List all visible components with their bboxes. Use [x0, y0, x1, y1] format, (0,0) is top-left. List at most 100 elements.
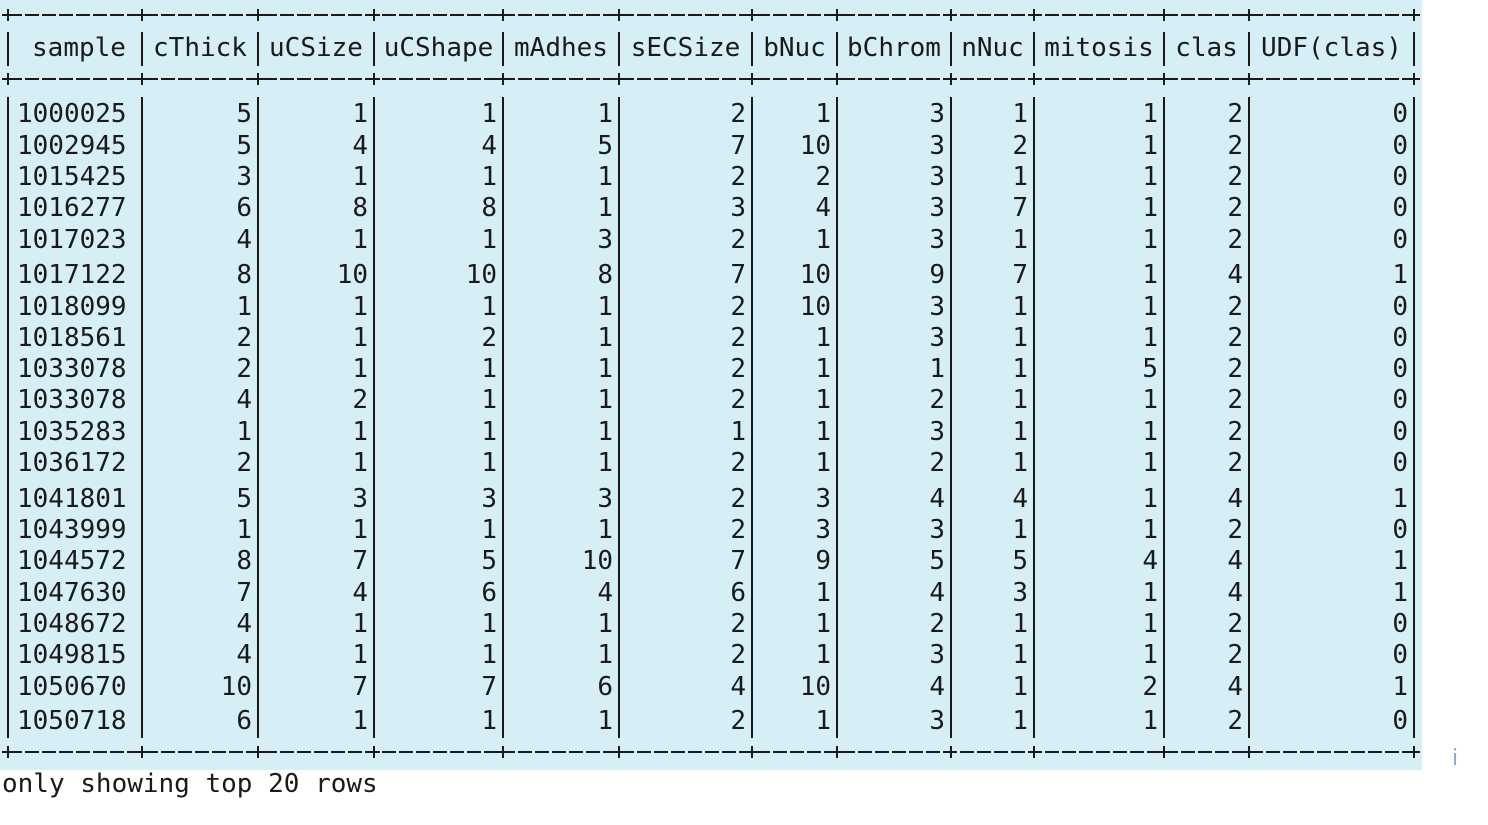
table-cell: 4: [1142, 546, 1158, 576]
table-cell: 6: [236, 193, 252, 223]
table-cell: 1: [352, 706, 368, 736]
table-cell: 7: [730, 131, 746, 161]
table-cell: 2: [1227, 225, 1243, 255]
table-cell: 1: [597, 99, 613, 129]
table-cell: 1: [1142, 578, 1158, 608]
table-cell: 2: [730, 225, 746, 255]
table-cell: 3: [730, 193, 746, 223]
table-cell: 0: [1392, 385, 1408, 415]
table-cell: 0: [1392, 706, 1408, 736]
table-cell: 2: [236, 354, 252, 384]
table-cell: 1: [1012, 417, 1028, 447]
table-cell: 1: [815, 609, 831, 639]
table-cell: 4: [1227, 260, 1243, 290]
table-cell: 9: [929, 260, 945, 290]
table-cell: 3: [815, 515, 831, 545]
table-cell: 2: [730, 484, 746, 514]
table-cell: 10: [800, 292, 831, 322]
table-cell: 6: [730, 578, 746, 608]
table-cell: 1: [815, 640, 831, 670]
table-cell: 1: [815, 706, 831, 736]
table-cell: 1: [1392, 578, 1408, 608]
table-cell: 7: [352, 546, 368, 576]
table-cell: 1: [597, 292, 613, 322]
table-cell: 1: [815, 99, 831, 129]
table-cell: 1: [597, 448, 613, 478]
table-cell: 1: [352, 292, 368, 322]
table-cell: 1: [597, 354, 613, 384]
table-cell: 10: [337, 260, 368, 290]
table-cell: 1: [1142, 385, 1158, 415]
table-cell: 2: [730, 515, 746, 545]
table-cell: 1000025: [17, 99, 127, 129]
table-cell: 1: [352, 417, 368, 447]
table-cell: 5: [1142, 354, 1158, 384]
info-icon[interactable]: i: [1452, 746, 1459, 771]
table-cell: 1: [236, 292, 252, 322]
table-cell: 10: [800, 260, 831, 290]
table-cell: 2: [1227, 417, 1243, 447]
table-cell: 1: [1142, 640, 1158, 670]
table-cell: 1: [481, 417, 497, 447]
table-cell: 2: [1227, 292, 1243, 322]
table-cell: 8: [481, 193, 497, 223]
table-cell: 1: [815, 354, 831, 384]
table-cell: 1017023: [17, 225, 127, 255]
table-cell: 1: [1012, 162, 1028, 192]
table-cell: 2: [929, 448, 945, 478]
table-cell: 7: [1012, 260, 1028, 290]
table-cell: 8: [352, 193, 368, 223]
query-result-table: sample cThick uCSize uCShape mAdhes sECSize bN…: [0, 0, 1422, 770]
table-cell: 3: [481, 484, 497, 514]
table-cell: 1015425: [17, 162, 127, 192]
table-cell: 0: [1392, 354, 1408, 384]
table-cell: 1: [1142, 323, 1158, 353]
table-cell: 2: [730, 640, 746, 670]
table-cell: 1: [481, 515, 497, 545]
table-cell: 4: [1227, 672, 1243, 702]
table-cell: 3: [929, 99, 945, 129]
column-header-udf-clas: UDF(clas): [1261, 33, 1402, 63]
table-cell: 1: [597, 385, 613, 415]
table-cell: 2: [1227, 131, 1243, 161]
table-cell: 1043999: [17, 515, 127, 545]
table-cell: 2: [1227, 640, 1243, 670]
table-cell: 1: [481, 448, 497, 478]
table-cell: 5: [236, 484, 252, 514]
table-cell: 2: [1227, 354, 1243, 384]
table-cell: 2: [929, 385, 945, 415]
table-cell: 2: [929, 609, 945, 639]
table-cell: 1: [597, 193, 613, 223]
table-cell: 1: [352, 640, 368, 670]
table-cell: 2: [1227, 193, 1243, 223]
table-cell: 1: [1012, 672, 1028, 702]
table-cell: 4: [815, 193, 831, 223]
table-cell: 1: [597, 417, 613, 447]
table-cell: 1: [352, 448, 368, 478]
table-cell: 4: [929, 484, 945, 514]
table-cell: 10: [582, 546, 613, 576]
table-cell: 2: [1012, 131, 1028, 161]
table-cell: 2: [1142, 672, 1158, 702]
column-header-ucshape: uCShape: [384, 33, 494, 63]
table-cell: 1: [1142, 609, 1158, 639]
table-cell: 1: [481, 99, 497, 129]
table-cell: 10: [800, 672, 831, 702]
table-cell: 2: [1227, 515, 1243, 545]
table-cell: 4: [236, 225, 252, 255]
table-cell: 1: [1142, 484, 1158, 514]
table-cell: 7: [730, 546, 746, 576]
table-cell: 8: [236, 260, 252, 290]
table-cell: 1049815: [17, 640, 127, 670]
table-cell: 1: [1142, 417, 1158, 447]
table-cell: 8: [597, 260, 613, 290]
table-cell: 1: [1142, 292, 1158, 322]
table-cell: 0: [1392, 162, 1408, 192]
column-header-mitosis: mitosis: [1044, 33, 1154, 63]
table-cell: 7: [481, 672, 497, 702]
table-cell: 9: [815, 546, 831, 576]
table-cell: 1035283: [17, 417, 127, 447]
table-cell: 1: [597, 323, 613, 353]
table-cell: 1: [1012, 354, 1028, 384]
